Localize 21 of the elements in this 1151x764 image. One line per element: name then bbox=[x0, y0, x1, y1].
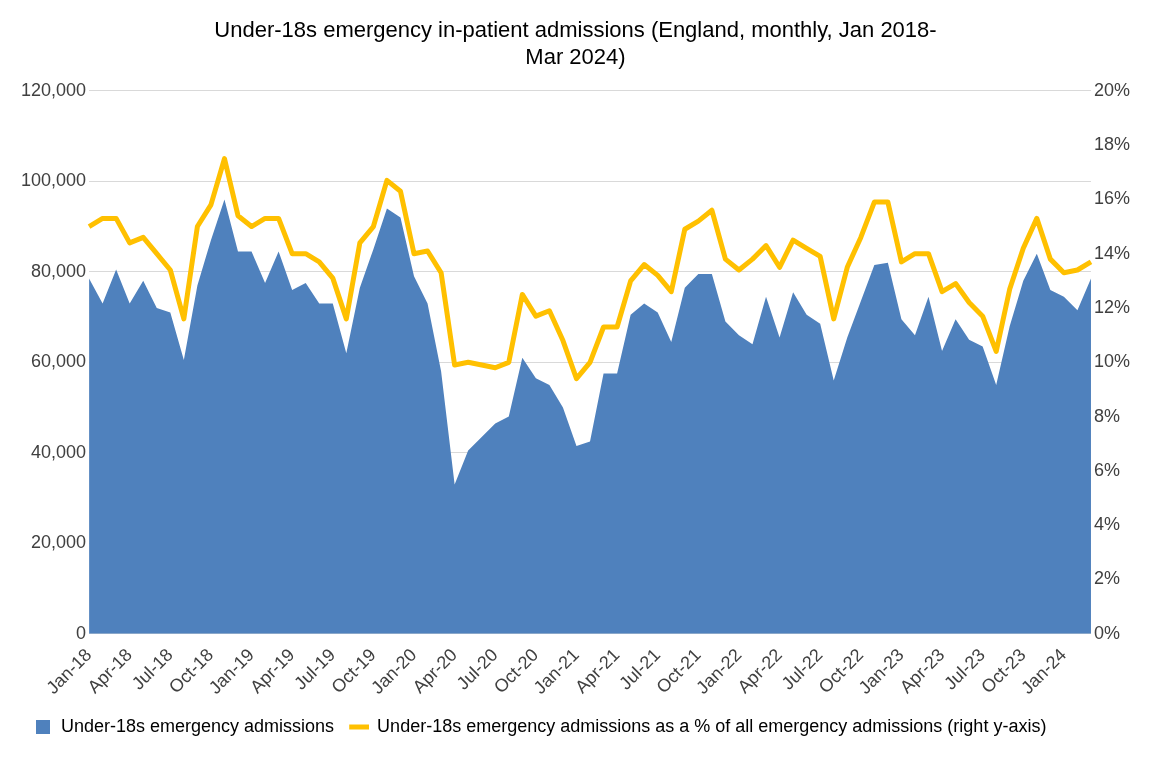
y-tick-label: 0 bbox=[76, 622, 87, 643]
y2-tick-label: 2% bbox=[1093, 568, 1120, 589]
y2-tick-label: 16% bbox=[1093, 188, 1130, 209]
y-tick-label: 100,000 bbox=[20, 170, 87, 191]
y2-tick-label: 20% bbox=[1093, 79, 1130, 100]
y-tick-label: 80,000 bbox=[31, 260, 87, 281]
y2-tick-label: 14% bbox=[1093, 242, 1130, 263]
y-tick-label: 20,000 bbox=[31, 532, 87, 553]
y-tick-label: 40,000 bbox=[31, 441, 87, 462]
legend-label: Under-18s emergency admissions as a % of all emergency admissions (right y-axis) bbox=[377, 715, 1047, 736]
y2-tick-label: 12% bbox=[1093, 296, 1130, 317]
chart-title: Under-18s emergency in-patient admissions (England, monthly, Jan 2018- Mar 2024) bbox=[214, 17, 937, 69]
y-tick-label: 60,000 bbox=[31, 351, 87, 372]
y2-tick-label: 10% bbox=[1093, 351, 1130, 372]
y2-tick-label: 6% bbox=[1093, 459, 1120, 480]
y-tick-label: 120,000 bbox=[20, 79, 87, 100]
y2-tick-label: 18% bbox=[1093, 134, 1130, 155]
y2-tick-label: 4% bbox=[1093, 514, 1120, 535]
y2-tick-label: 0% bbox=[1093, 622, 1120, 643]
y2-tick-label: 8% bbox=[1093, 405, 1120, 426]
legend-label: Under-18s emergency admissions bbox=[61, 715, 335, 736]
